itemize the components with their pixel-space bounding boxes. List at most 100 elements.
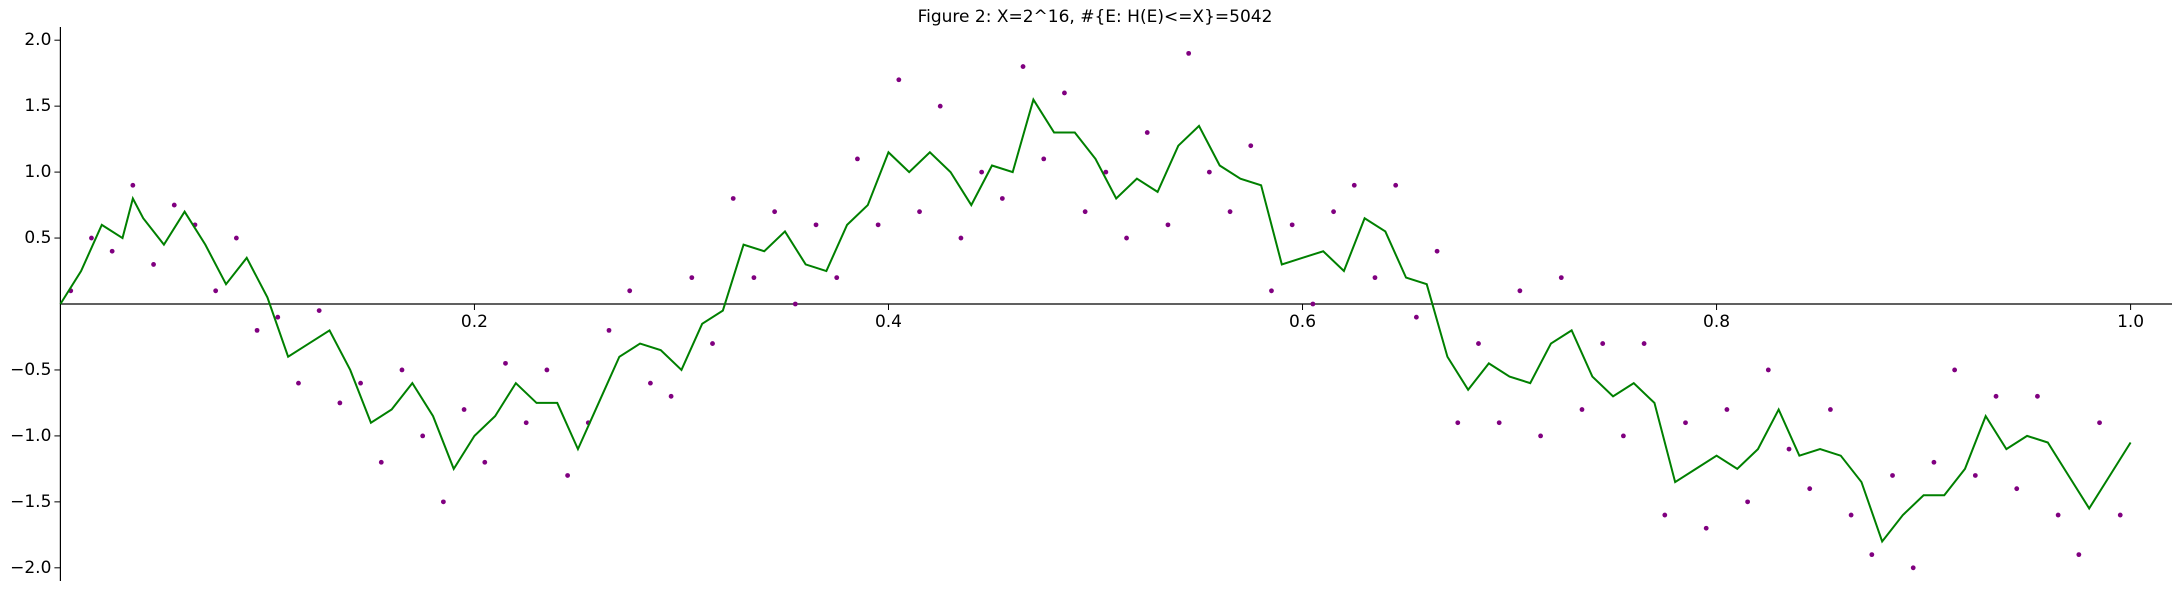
- data-point: [523, 420, 529, 426]
- data-point: [979, 169, 985, 175]
- data-point: [710, 341, 715, 346]
- data-point: [1910, 565, 1916, 571]
- data-point: [1496, 420, 1502, 426]
- data-point: [171, 202, 177, 208]
- data-point: [792, 301, 798, 307]
- y-tick-label: −2.0: [10, 558, 51, 578]
- data-point: [1828, 407, 1833, 412]
- x-tick-label: 0.8: [1703, 312, 1730, 332]
- data-point: [1972, 473, 1978, 478]
- data-point: [2055, 512, 2061, 518]
- data-point: [937, 103, 943, 109]
- data-point: [1289, 222, 1295, 228]
- data-point: [606, 327, 612, 333]
- data-point: [1703, 525, 1709, 531]
- data-point: [1848, 512, 1854, 518]
- data-point: [1413, 314, 1419, 320]
- data-point: [1393, 182, 1399, 188]
- y-tick-label: −0.5: [10, 360, 51, 380]
- data-point: [1062, 90, 1067, 96]
- data-point: [1538, 433, 1543, 439]
- data-point: [296, 380, 301, 386]
- data-point: [1351, 182, 1357, 188]
- data-point: [1227, 209, 1233, 215]
- data-point: [834, 275, 840, 281]
- data-point: [1745, 499, 1751, 505]
- chart-title: Figure 2: X=2^16, #{E: H(E)<=X}=5042: [918, 7, 1273, 27]
- data-point: [1724, 407, 1730, 412]
- data-point: [1931, 459, 1937, 465]
- data-point: [1765, 367, 1771, 373]
- y-tick-label: −1.0: [10, 426, 51, 446]
- data-point: [1890, 473, 1895, 478]
- data-point: [917, 209, 922, 215]
- data-point: [254, 327, 260, 333]
- data-point: [2014, 486, 2020, 492]
- y-tick-label: 2.0: [24, 30, 51, 50]
- data-point: [958, 235, 964, 241]
- data-point: [1020, 64, 1026, 69]
- data-point: [420, 433, 426, 439]
- data-point: [358, 380, 363, 386]
- data-point: [399, 367, 405, 373]
- data-point: [544, 367, 550, 373]
- data-point: [89, 235, 94, 241]
- data-point: [896, 77, 902, 83]
- y-tick-label: 0.5: [24, 228, 51, 248]
- data-point: [1041, 156, 1047, 162]
- data-point: [2076, 552, 2082, 558]
- data-point: [1248, 143, 1254, 149]
- data-point: [1206, 169, 1212, 175]
- data-point: [1165, 222, 1171, 228]
- x-tick-label: 0.6: [1289, 312, 1316, 332]
- data-point: [1124, 235, 1129, 241]
- data-point: [275, 314, 281, 320]
- data-point: [689, 275, 695, 281]
- data-point: [2097, 420, 2102, 426]
- data-point: [233, 235, 239, 241]
- data-point: [1455, 420, 1461, 426]
- data-point: [1952, 367, 1958, 373]
- x-tick-label: 0.2: [461, 312, 488, 332]
- data-point: [2035, 393, 2040, 399]
- data-point: [109, 248, 115, 254]
- data-point: [1476, 341, 1481, 346]
- data-line: [59, 97, 2132, 544]
- data-point: [999, 196, 1005, 201]
- data-point: [1186, 50, 1192, 56]
- data-point: [213, 288, 219, 294]
- data-point: [627, 288, 633, 294]
- data-point: [668, 393, 674, 399]
- data-point: [461, 407, 467, 412]
- data-point: [1144, 130, 1150, 135]
- data-point: [1662, 512, 1668, 518]
- data-point: [1869, 552, 1875, 558]
- data-point: [1579, 407, 1585, 412]
- data-point: [1331, 209, 1336, 215]
- data-point: [316, 308, 322, 313]
- data-point: [1558, 275, 1564, 281]
- data-point: [1082, 209, 1088, 215]
- data-point: [1600, 341, 1606, 346]
- data-point: [378, 459, 384, 465]
- data-point: [440, 499, 446, 505]
- data-point: [751, 275, 757, 281]
- data-point: [648, 380, 653, 386]
- data-point: [772, 209, 778, 215]
- data-point: [1517, 288, 1523, 294]
- data-point: [130, 182, 136, 188]
- data-point: [1641, 341, 1647, 346]
- data-point: [1683, 420, 1688, 426]
- data-point: [1434, 248, 1440, 254]
- data-point: [1269, 288, 1274, 294]
- data-point: [2117, 512, 2123, 518]
- data-point: [482, 459, 488, 465]
- data-point: [503, 360, 508, 366]
- data-point: [1372, 275, 1378, 281]
- data-point: [855, 156, 860, 162]
- x-tick-label: 1.0: [2117, 312, 2144, 332]
- data-point: [1807, 486, 1813, 492]
